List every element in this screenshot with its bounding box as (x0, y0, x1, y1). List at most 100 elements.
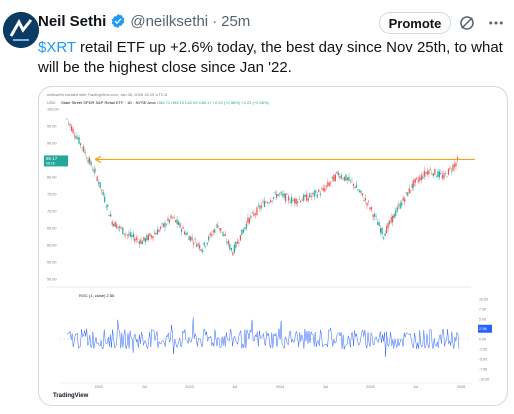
candle-body (143, 236, 145, 241)
candle-body (339, 176, 341, 179)
chart-header-line: State Street SPDR S&P Retail ETF · 1D · … (61, 100, 156, 105)
candle-body (322, 187, 324, 191)
candle-body (116, 224, 118, 229)
cashtag-link[interactable]: $XRT (38, 39, 76, 56)
candle-body (444, 173, 447, 174)
candle-body (358, 190, 361, 193)
candle-body (185, 232, 187, 236)
tweet-media-chart[interactable]: neilksethi created with TradingView.com,… (38, 86, 508, 406)
price-tick-label: 90.00 (47, 142, 57, 146)
avatar[interactable] (3, 12, 39, 48)
candle-body (286, 194, 288, 195)
author-name[interactable]: Neil Sethi (38, 12, 107, 30)
candle-body (177, 221, 180, 226)
candle-body (120, 227, 122, 229)
candle-body (256, 207, 258, 216)
time-tick-label: 2024 (276, 385, 284, 389)
candle-body (254, 213, 257, 215)
candle-body (67, 121, 70, 123)
candle-body (428, 170, 430, 175)
candle-body (229, 243, 231, 250)
candle-body (194, 238, 196, 240)
candle-body (443, 173, 445, 179)
timestamp[interactable]: 25m (221, 12, 251, 30)
promote-button[interactable]: Promote (379, 12, 451, 34)
candle-body (396, 207, 398, 212)
candle-body (167, 218, 169, 221)
candle-body (125, 233, 127, 235)
time-tick-label: 2026 (457, 385, 465, 389)
candle-body (75, 135, 77, 139)
candle-body (220, 228, 222, 232)
candle-body (123, 233, 125, 235)
grok-icon[interactable] (458, 14, 476, 32)
candle-body (375, 216, 377, 217)
candle-body (182, 227, 184, 229)
candle-body (259, 205, 261, 209)
candle-body (205, 246, 207, 248)
candle-body (438, 171, 440, 178)
roc-tick-label: -10.00 (479, 378, 489, 382)
candle-body (343, 176, 346, 181)
candle-body (266, 202, 269, 204)
candle-body (114, 221, 116, 227)
candle-body (268, 202, 270, 204)
candle-body (236, 241, 238, 244)
candle-body (285, 193, 287, 202)
candle-body (330, 182, 332, 183)
candle-body (411, 183, 413, 189)
candle-body (247, 217, 249, 223)
candle-body (78, 136, 80, 144)
candle-body (315, 190, 317, 193)
tradingview-watermark: TradingView (53, 393, 89, 399)
candle-body (156, 229, 159, 235)
candle-body (452, 165, 454, 171)
candle-body (408, 188, 410, 194)
more-options-icon[interactable] (487, 14, 505, 32)
candle-body (135, 237, 137, 240)
candle-body (171, 217, 174, 218)
price-tick-label: 95.00 (47, 125, 57, 129)
candle-body (102, 191, 104, 196)
author-handle[interactable]: @neilksethi (130, 12, 209, 30)
candle-body (395, 210, 397, 216)
candle-body (450, 170, 453, 172)
candle-body (407, 192, 409, 197)
candle-body (352, 183, 355, 187)
tweet-text: $XRT retail ETF up +2.6% today, the best… (38, 38, 508, 78)
candle-body (162, 223, 165, 227)
candle-body (95, 170, 97, 171)
candle-body (119, 226, 121, 229)
candle-body (129, 232, 131, 237)
candle-body (328, 182, 330, 186)
candle-body (294, 198, 296, 204)
candle-body (134, 238, 136, 242)
candle-body (283, 193, 285, 198)
candle-body (98, 182, 100, 184)
candle-body (174, 220, 177, 223)
candle-body (238, 242, 240, 244)
time-tick-label: Jul (142, 385, 147, 389)
candle-body (288, 196, 290, 201)
candle-body (404, 198, 406, 203)
candle-body (117, 226, 119, 228)
time-tick-label: Jul (232, 385, 237, 389)
candle-body (440, 172, 442, 174)
candle-body (393, 213, 395, 218)
candle-body (303, 194, 305, 201)
candle-body (271, 200, 273, 202)
candle-body (199, 244, 201, 249)
candle-body (150, 235, 153, 238)
candle-body (146, 235, 148, 241)
candle-body (307, 198, 309, 201)
roc-tick-label: -5.00 (479, 358, 487, 362)
tweet-body: retail ETF up +2.6% today, the best day … (38, 39, 503, 76)
roc-tick-label: 7.50 (479, 308, 486, 312)
candle-body (230, 248, 232, 251)
time-tick-label: 2023 (185, 385, 193, 389)
candle-body (263, 200, 266, 207)
time-tick-label: 2022 (95, 385, 103, 389)
chart-quote-line: O84.71 H85.10 L82.93 C85.17 +2.03 (+2.56… (157, 100, 270, 105)
candle-body (384, 233, 386, 237)
